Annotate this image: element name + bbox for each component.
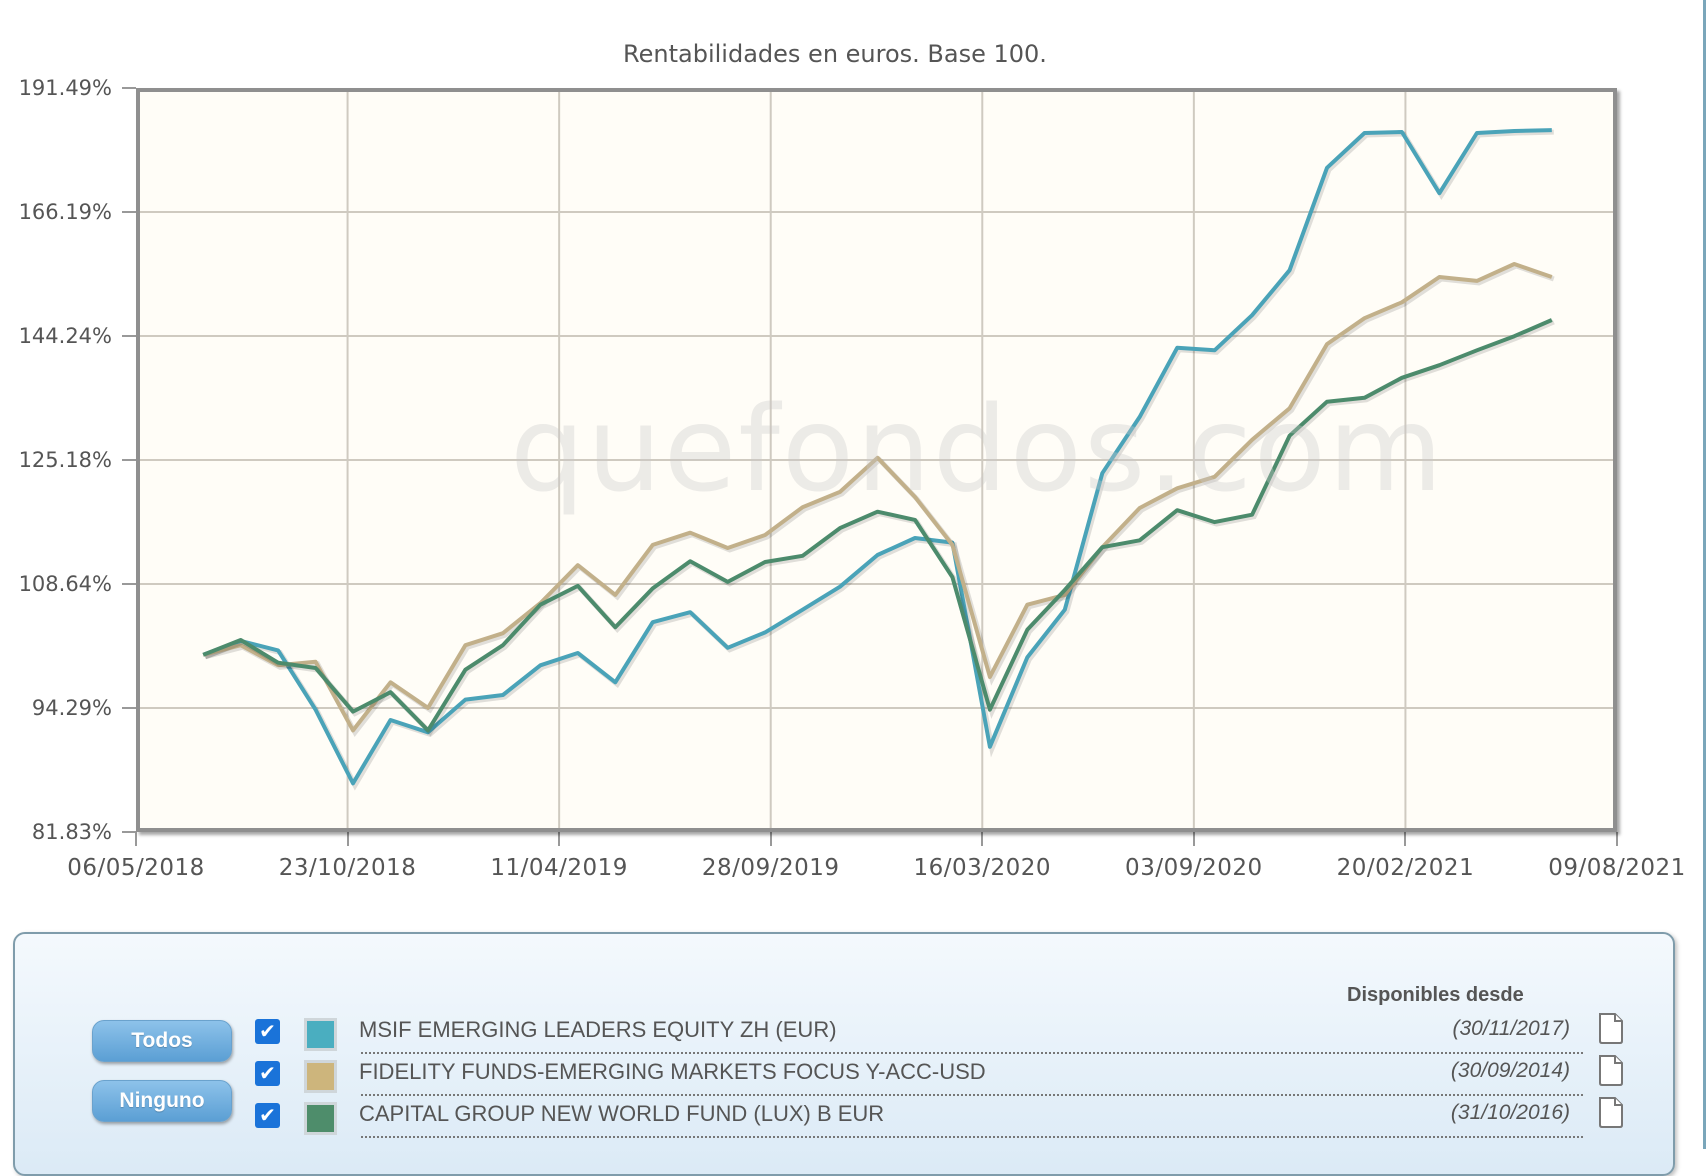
x-tick-mark <box>558 832 561 846</box>
legend-panel: Todos Ninguno Disponibles desde ✔ MSIF E… <box>13 932 1675 1176</box>
select-all-button[interactable]: Todos <box>92 1020 232 1062</box>
y-tick-mark <box>122 706 136 709</box>
y-tick-label: 94.29% <box>31 695 112 720</box>
x-tick-label: 20/02/2021 <box>1336 855 1475 881</box>
series-line-2[interactable] <box>202 318 1553 733</box>
y-tick-label: 108.64% <box>18 572 112 596</box>
plot-frame <box>136 88 1617 832</box>
y-tick-mark <box>122 458 136 461</box>
y-tick-mark <box>122 334 136 337</box>
available-since-date: (31/10/2016) <box>1450 1101 1570 1124</box>
row-divider <box>361 1136 1583 1138</box>
row-divider <box>361 1094 1583 1096</box>
fund-name: MSIF EMERGING LEADERS EQUITY ZH (EUR) <box>359 1017 837 1042</box>
y-tick-mark <box>122 87 136 89</box>
y-tick-label: 81.83% <box>31 820 112 844</box>
line-chart <box>136 88 1617 832</box>
x-tick-mark <box>1192 832 1195 846</box>
checkmark-icon: ✔ <box>259 1019 276 1043</box>
x-tick-label: 09/08/2021 <box>1548 855 1686 881</box>
series-checkbox[interactable]: ✔ <box>255 1019 280 1044</box>
available-since-date: (30/09/2014) <box>1450 1059 1570 1082</box>
chart-title: Rentabilidades en euros. Base 100. <box>623 40 1047 68</box>
x-tick-mark <box>981 832 984 846</box>
document-icon[interactable] <box>1598 1054 1624 1087</box>
series-checkbox[interactable]: ✔ <box>255 1061 280 1086</box>
x-tick-label: 23/10/2018 <box>278 855 417 881</box>
row-divider <box>361 1052 1583 1054</box>
checkmark-icon: ✔ <box>259 1061 276 1085</box>
checkmark-icon: ✔ <box>259 1103 276 1127</box>
color-swatch <box>304 1018 337 1051</box>
y-tick-label: 191.49% <box>18 76 112 100</box>
series-shadow <box>204 129 1554 791</box>
select-none-button[interactable]: Ninguno <box>92 1080 232 1122</box>
x-tick-mark <box>769 832 772 846</box>
x-tick-label: 16/03/2020 <box>913 855 1052 881</box>
document-icon[interactable] <box>1598 1012 1624 1045</box>
y-tick-mark <box>122 211 136 213</box>
x-tick-mark <box>346 832 349 846</box>
x-tick-mark <box>1404 832 1407 846</box>
series-checkbox[interactable]: ✔ <box>255 1103 280 1128</box>
color-swatch <box>304 1060 337 1093</box>
page-right-border <box>1703 0 1706 1149</box>
fund-name: FIDELITY FUNDS-EMERGING MARKETS FOCUS Y-… <box>359 1059 986 1084</box>
y-tick-label: 125.18% <box>18 447 112 472</box>
series-shadow <box>204 319 1555 737</box>
fund-name: CAPITAL GROUP NEW WORLD FUND (LUX) B EUR <box>359 1101 885 1126</box>
legend-row: ✔ CAPITAL GROUP NEW WORLD FUND (LUX) B E… <box>255 1096 1623 1138</box>
x-tick-mark <box>135 832 137 846</box>
document-icon[interactable] <box>1598 1096 1624 1129</box>
x-tick-label: 03/09/2020 <box>1125 855 1263 881</box>
y-tick-mark <box>122 583 136 585</box>
plot-area <box>136 88 1617 832</box>
y-tick-label: 144.24% <box>18 323 112 348</box>
x-tick-mark <box>1616 832 1618 846</box>
x-tick-label: 06/05/2018 <box>67 855 205 881</box>
y-tick-mark <box>122 831 136 833</box>
y-tick-label: 166.19% <box>18 200 112 224</box>
x-tick-label: 11/04/2019 <box>490 855 628 881</box>
available-since-date: (30/11/2017) <box>1452 1017 1570 1040</box>
series-line-1[interactable] <box>202 262 1553 733</box>
x-tick-label: 28/09/2019 <box>701 855 840 881</box>
legend-row: ✔ FIDELITY FUNDS-EMERGING MARKETS FOCUS … <box>255 1054 1623 1096</box>
legend-row: ✔ MSIF EMERGING LEADERS EQUITY ZH (EUR) … <box>255 1012 1623 1054</box>
available-since-header: Disponibles desde <box>1347 984 1524 1006</box>
color-swatch <box>304 1102 337 1135</box>
